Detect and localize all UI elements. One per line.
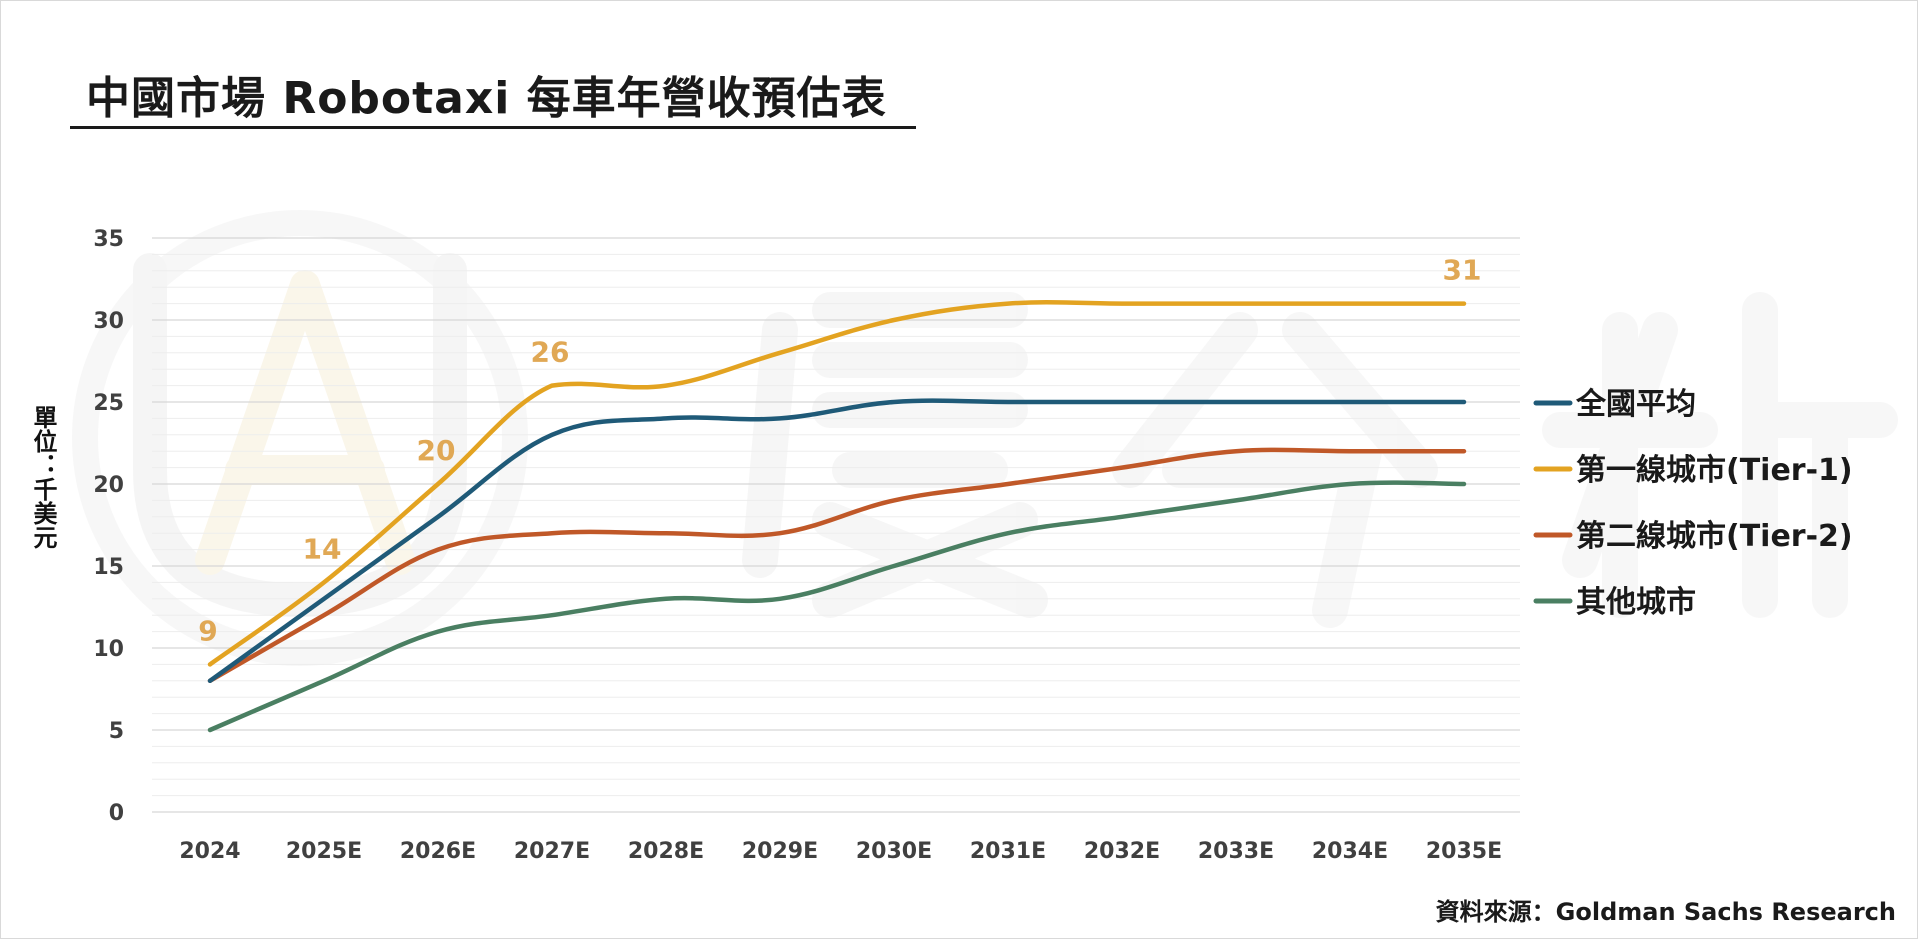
y-tick-label: 35 (93, 227, 124, 252)
x-tick-label: 2027E (514, 839, 590, 864)
data-label: 14 (303, 532, 342, 565)
x-tick-label: 2032E (1084, 839, 1160, 864)
x-tick-label: 2024 (179, 839, 240, 864)
chart-title: 中國市場 Robotaxi 每車年營收預估表 (86, 73, 887, 124)
x-tick-label: 2035E (1426, 839, 1502, 864)
series-lines (207, 300, 1467, 733)
data-labels: 9 14 20 26 31 (198, 254, 1481, 648)
y-tick-label: 5 (109, 719, 124, 744)
x-tick-label: 2028E (628, 839, 704, 864)
series-line-2 (207, 300, 1467, 667)
x-tick-label: 2034E (1312, 839, 1388, 864)
data-label: 20 (417, 434, 456, 467)
y-tick-label: 25 (93, 391, 124, 416)
source-note: 資料來源：Goldman Sachs Research (1435, 898, 1896, 926)
y-tick-label: 15 (93, 555, 124, 580)
x-tick-label: 2031E (970, 839, 1046, 864)
y-axis-ticks: 0 5 10 15 20 25 30 35 (93, 227, 124, 826)
legend-label: 全國平均 (1575, 387, 1696, 422)
legend-label: 第一線城市(Tier-1) (1576, 453, 1853, 488)
x-tick-label: 2033E (1198, 839, 1274, 864)
series-line-1 (207, 398, 1467, 684)
data-label: 31 (1443, 254, 1482, 287)
y-tick-label: 0 (109, 801, 124, 826)
x-tick-label: 2030E (856, 839, 932, 864)
x-tick-label: 2029E (742, 839, 818, 864)
legend-label: 其他城市 (1576, 585, 1696, 620)
series-line-4 (207, 480, 1467, 733)
x-axis-ticks: 2024 2025E 2026E 2027E 2028E 2029E 2030E 2031E 2… (179, 839, 1502, 864)
data-label: 9 (198, 614, 217, 647)
major-gridlines (152, 237, 1520, 813)
x-tick-label: 2026E (400, 839, 476, 864)
title-underline (70, 126, 916, 129)
y-axis-label: 單位：千美元 (29, 405, 57, 549)
legend-label: 第二線城市(Tier-2) (1576, 519, 1853, 554)
y-tick-label: 30 (93, 309, 124, 334)
data-label: 26 (531, 336, 570, 369)
y-tick-label: 10 (93, 637, 124, 662)
series-line-3 (207, 447, 1467, 684)
y-tick-label: 20 (93, 473, 124, 498)
x-tick-label: 2025E (286, 839, 362, 864)
